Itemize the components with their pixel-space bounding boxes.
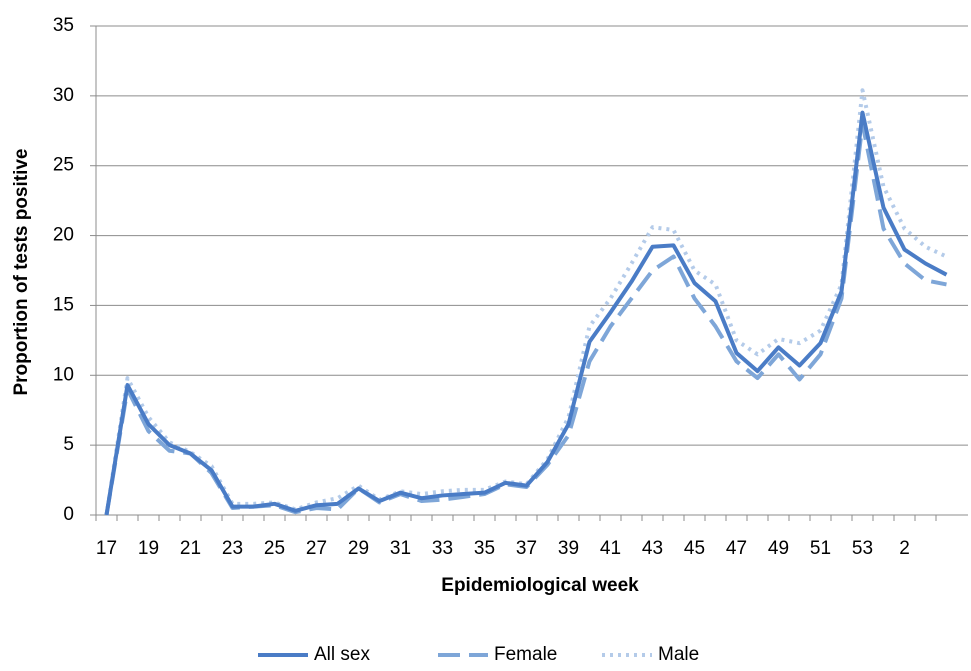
x-tick-label: 43 [642, 538, 663, 559]
y-tick-label: 10 [53, 364, 74, 385]
x-tick-label: 53 [852, 538, 873, 559]
series-line [104, 88, 948, 516]
x-tick-label: 21 [180, 538, 201, 559]
y-tick-label: 25 [53, 155, 74, 176]
x-tick-label: 23 [222, 538, 243, 559]
x-tick-label: 17 [96, 538, 117, 559]
x-tick-label: 2 [899, 538, 910, 559]
x-tick-label: 39 [558, 538, 579, 559]
x-tick-label: 47 [726, 538, 747, 559]
y-tick-label: 35 [53, 15, 74, 36]
x-tick-label: 49 [768, 538, 789, 559]
x-tick-label: 19 [138, 538, 159, 559]
x-tick-label: 41 [600, 538, 621, 559]
y-tick-label: 0 [63, 504, 74, 525]
y-axis-label: Proportion of tests positive [11, 148, 32, 395]
y-tick-label: 5 [63, 434, 74, 455]
x-tick-label: 27 [306, 538, 327, 559]
y-tick-label: 30 [53, 85, 74, 106]
x-tick-label: 45 [684, 538, 705, 559]
series-line [104, 110, 948, 516]
legend-label: Male [658, 644, 699, 665]
x-axis-label: Epidemiological week [441, 575, 639, 596]
legend-label: Female [494, 644, 557, 665]
x-tick-label: 37 [516, 538, 537, 559]
x-tick-label: 31 [390, 538, 411, 559]
y-tick-label: 15 [53, 294, 74, 315]
y-tick-label: 20 [53, 225, 74, 246]
x-tick-label: 33 [432, 538, 453, 559]
series-line [104, 121, 947, 516]
x-tick-label: 25 [264, 538, 285, 559]
x-tick-label: 29 [348, 538, 369, 559]
x-tick-label: 51 [810, 538, 831, 559]
x-tick-label: 35 [474, 538, 495, 559]
legend-label: All sex [314, 644, 370, 665]
